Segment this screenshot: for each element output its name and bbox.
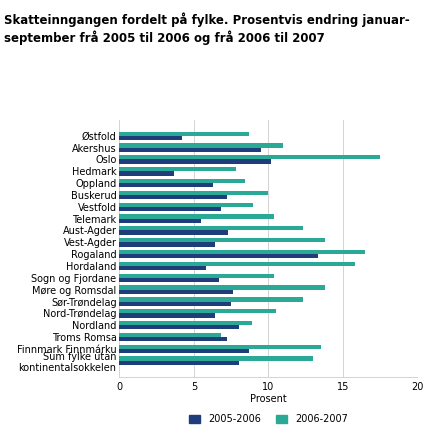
- Bar: [119, 207, 221, 211]
- Bar: [119, 136, 182, 140]
- Bar: [119, 278, 219, 282]
- Bar: [119, 226, 302, 231]
- Bar: [119, 254, 318, 259]
- Legend: 2005-2006, 2006-2007: 2005-2006, 2006-2007: [185, 410, 352, 428]
- Bar: [119, 219, 201, 223]
- Bar: [119, 285, 325, 290]
- X-axis label: Prosent: Prosent: [250, 394, 287, 404]
- Bar: [119, 309, 276, 313]
- Bar: [119, 202, 253, 207]
- Bar: [119, 313, 215, 318]
- Bar: [119, 273, 274, 278]
- Bar: [119, 349, 249, 353]
- Bar: [119, 155, 380, 160]
- Bar: [119, 266, 206, 270]
- Bar: [119, 167, 236, 171]
- Bar: [119, 337, 227, 341]
- Bar: [119, 231, 228, 235]
- Bar: [119, 143, 283, 148]
- Bar: [119, 171, 175, 175]
- Bar: [119, 321, 252, 325]
- Bar: [119, 179, 245, 183]
- Bar: [119, 238, 325, 242]
- Bar: [119, 345, 321, 349]
- Bar: [119, 333, 221, 337]
- Bar: [119, 195, 227, 199]
- Bar: [119, 301, 231, 306]
- Bar: [119, 250, 366, 254]
- Bar: [119, 214, 274, 219]
- Bar: [119, 290, 233, 294]
- Bar: [119, 297, 302, 301]
- Bar: [119, 191, 268, 195]
- Bar: [119, 262, 355, 266]
- Bar: [119, 131, 249, 136]
- Bar: [119, 183, 213, 187]
- Bar: [119, 361, 239, 365]
- Bar: [119, 148, 261, 152]
- Bar: [119, 325, 239, 330]
- Text: Skatteinngangen fordelt på fylke. Prosentvis endring januar-
september frå 2005 : Skatteinngangen fordelt på fylke. Prosen…: [4, 13, 410, 45]
- Bar: [119, 160, 271, 164]
- Bar: [119, 242, 215, 247]
- Bar: [119, 357, 313, 361]
